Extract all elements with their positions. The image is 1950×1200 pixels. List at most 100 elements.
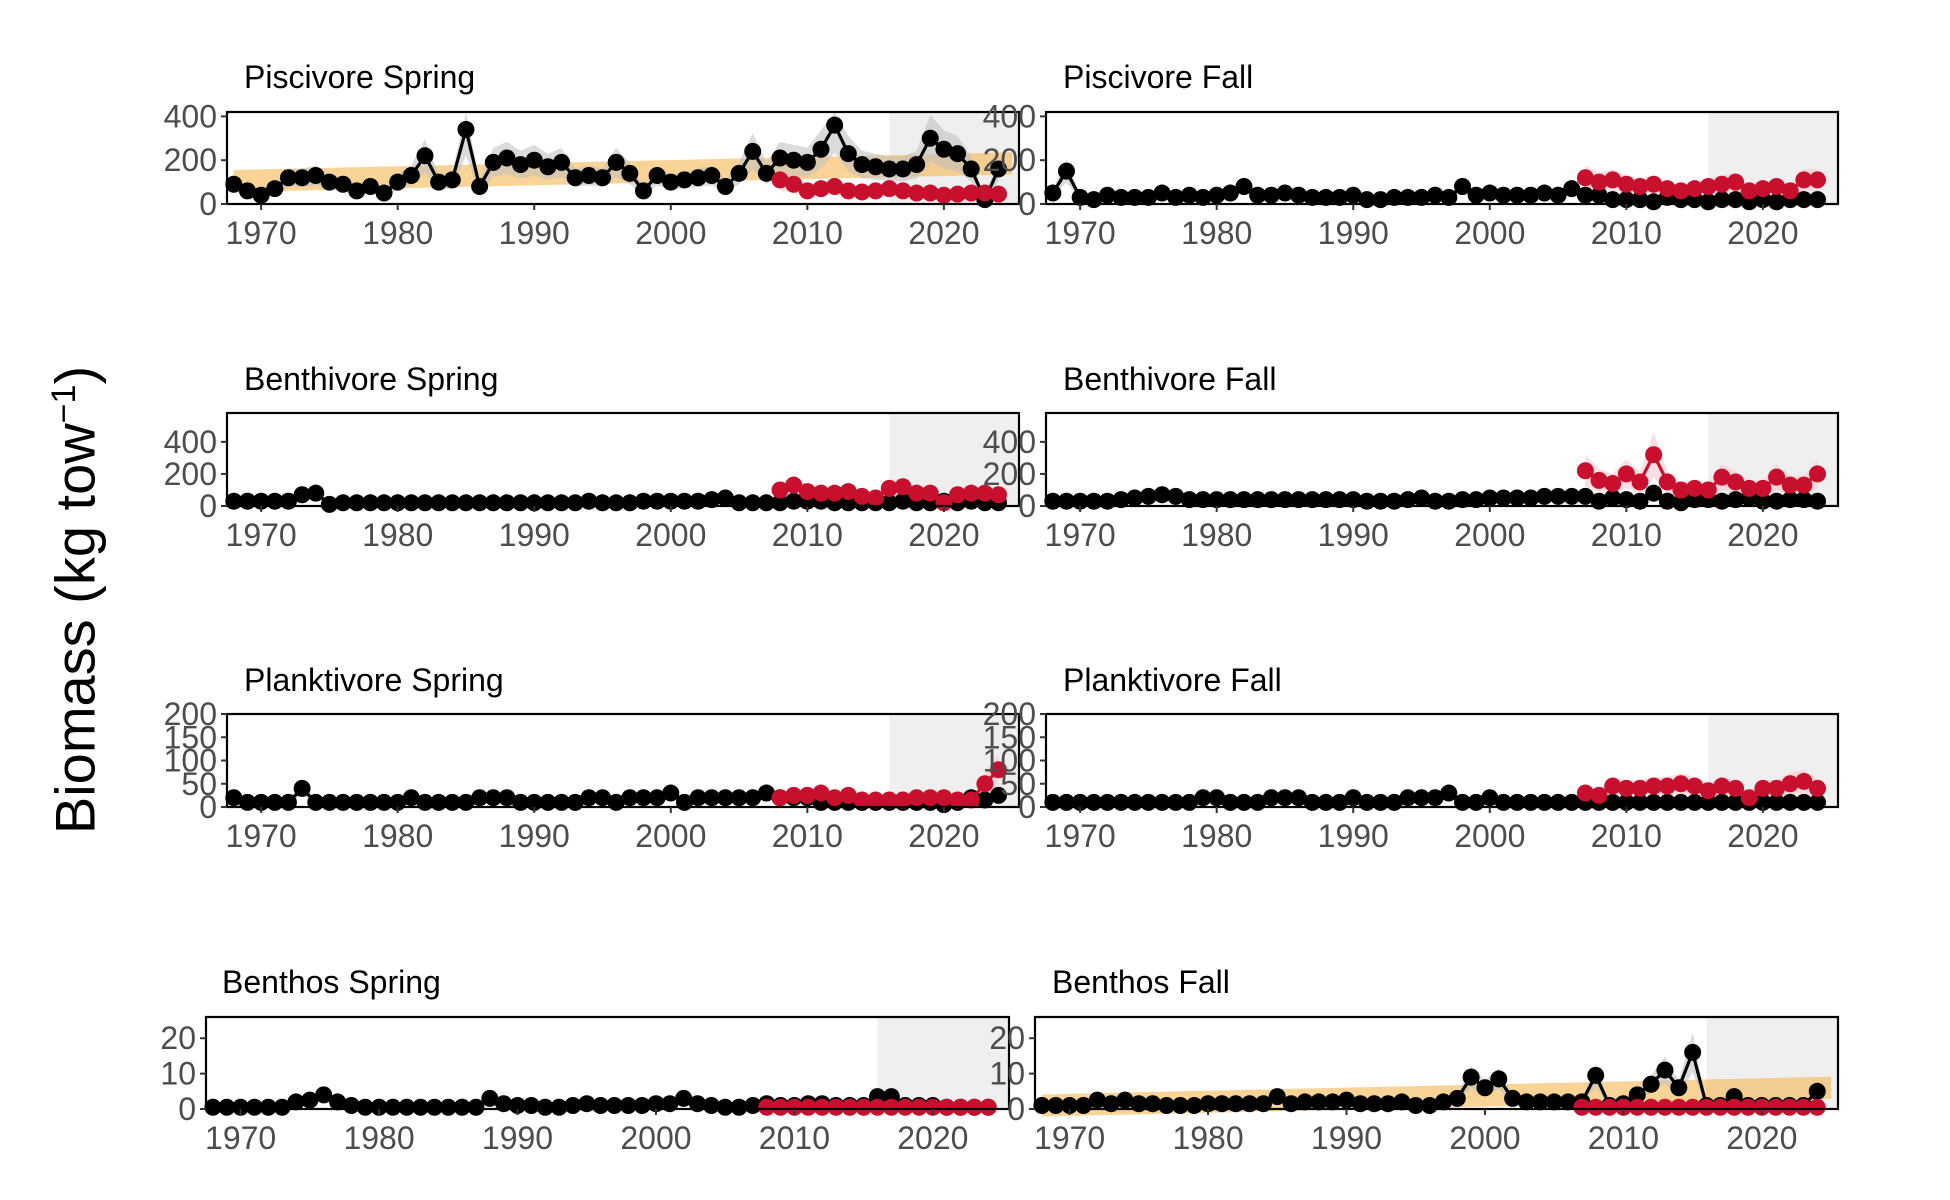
- survey-point: [1290, 186, 1308, 204]
- modeled-point: [812, 784, 830, 802]
- x-tick-label: 1990: [499, 818, 570, 854]
- survey-point: [1317, 491, 1335, 509]
- y-tick-label: 10: [989, 1056, 1025, 1092]
- survey-point: [1590, 186, 1608, 204]
- x-tick-label: 1980: [362, 517, 433, 553]
- survey-point: [662, 173, 680, 191]
- survey-point: [1504, 1089, 1522, 1107]
- modeled-point: [1699, 481, 1717, 499]
- survey-point: [1517, 1093, 1535, 1111]
- survey-point: [1180, 491, 1198, 509]
- modeled-point: [771, 789, 789, 807]
- x-tick-label: 1970: [1045, 818, 1116, 854]
- survey-point: [1310, 1093, 1328, 1111]
- panel-border: [1033, 1015, 1840, 1111]
- modeled-point: [880, 180, 898, 198]
- survey-point: [1139, 487, 1157, 505]
- survey-point: [1399, 789, 1417, 807]
- survey-point: [1167, 487, 1185, 505]
- survey-point: [580, 789, 598, 807]
- survey-point: [1628, 1086, 1646, 1104]
- survey-point: [539, 158, 557, 176]
- modeled-point: [1699, 177, 1717, 195]
- survey-point: [1296, 1093, 1314, 1111]
- modeled-point: [894, 182, 912, 200]
- panel-title: Planktivore Spring: [244, 662, 504, 698]
- survey-point: [1494, 186, 1512, 204]
- x-tick-label: 1980: [1181, 215, 1252, 251]
- survey-point: [1112, 491, 1130, 509]
- modeled-point: [1628, 1098, 1646, 1116]
- survey-point: [384, 1098, 402, 1116]
- survey-point: [225, 789, 243, 807]
- x-tick-label: 2020: [897, 1120, 968, 1156]
- survey-point: [716, 489, 734, 507]
- modeled-point: [1631, 779, 1649, 797]
- survey-point: [1112, 188, 1130, 206]
- x-tick-label: 2020: [1727, 517, 1798, 553]
- y-tick-label: 150: [983, 719, 1036, 755]
- survey-point: [471, 789, 489, 807]
- modeled-point: [1754, 180, 1772, 198]
- panel-border: [225, 110, 1021, 206]
- survey-point: [1413, 789, 1431, 807]
- modeled-point: [1781, 476, 1799, 494]
- survey-point: [962, 160, 980, 178]
- modeled-point: [1795, 772, 1813, 790]
- survey-point: [1535, 184, 1553, 202]
- y-tick-label: 0: [1018, 186, 1036, 222]
- modeled-point: [1670, 1098, 1688, 1116]
- modeled-point: [1656, 1098, 1674, 1116]
- x-tick-label: 1990: [1311, 1120, 1382, 1156]
- survey-point: [894, 160, 912, 178]
- y-tick-label: 0: [199, 186, 217, 222]
- survey-point: [279, 169, 297, 187]
- survey-point: [1262, 186, 1280, 204]
- survey-point: [1139, 188, 1157, 206]
- modeled-point: [1740, 479, 1758, 497]
- panel-border: [1044, 110, 1840, 206]
- survey-point: [730, 164, 748, 182]
- y-tick-label: 200: [983, 696, 1036, 732]
- survey-point: [1481, 489, 1499, 507]
- survey-point: [1153, 486, 1171, 504]
- survey-point: [484, 153, 502, 171]
- survey-point: [512, 156, 530, 174]
- survey-point: [1670, 1079, 1688, 1097]
- modeled-point: [896, 1098, 914, 1116]
- survey-point: [412, 1098, 430, 1116]
- survey-point: [1116, 1091, 1134, 1109]
- modeled-point: [924, 1098, 942, 1116]
- panel-title: Benthos Fall: [1052, 964, 1230, 1000]
- survey-point: [1385, 188, 1403, 206]
- modeled-point: [1631, 473, 1649, 491]
- survey-point: [1044, 184, 1062, 202]
- y-tick-label: 200: [164, 142, 217, 178]
- modeled-point: [1645, 446, 1663, 464]
- survey-point: [1303, 188, 1321, 206]
- survey-point: [1413, 188, 1431, 206]
- survey-point: [1262, 789, 1280, 807]
- survey-point: [1508, 489, 1526, 507]
- survey-point: [320, 173, 338, 191]
- survey-point: [1809, 492, 1827, 510]
- modeled-point: [1739, 1098, 1757, 1116]
- x-tick-label: 2000: [1449, 1120, 1520, 1156]
- plot-area: [227, 714, 1019, 807]
- survey-point: [634, 182, 652, 200]
- x-tick-label: 1990: [499, 215, 570, 251]
- survey-point: [675, 171, 693, 189]
- x-tick-label: 2010: [759, 1120, 830, 1156]
- modeled-point: [853, 791, 871, 809]
- survey-point: [785, 151, 803, 169]
- x-tick-label: 2020: [1727, 818, 1798, 854]
- survey-point: [467, 1098, 485, 1116]
- modeled-point: [1590, 786, 1608, 804]
- panel-title: Benthivore Spring: [244, 361, 498, 397]
- survey-point: [662, 784, 680, 802]
- modeled-point: [785, 175, 803, 193]
- x-tick-label: 1980: [362, 818, 433, 854]
- survey-point: [648, 789, 666, 807]
- survey-point: [1522, 186, 1540, 204]
- survey-point: [1563, 487, 1581, 505]
